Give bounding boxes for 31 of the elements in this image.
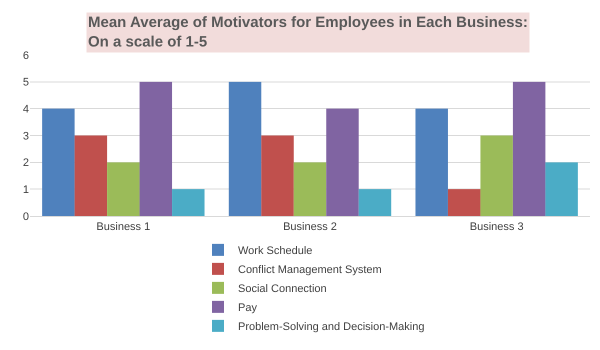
y-tick-label: 1 — [22, 184, 29, 196]
bar — [326, 108, 359, 216]
legend-label: Pay — [238, 302, 258, 314]
bar — [415, 108, 448, 216]
y-tick-label: 0 — [22, 210, 29, 223]
bar — [228, 82, 262, 216]
legend-label: Social Connection — [238, 283, 327, 296]
legend-label: Problem-Solving and Decision-Making — [238, 321, 424, 334]
bar — [107, 162, 140, 216]
bar — [294, 162, 326, 216]
x-tick-label: Business 3 — [470, 221, 524, 234]
chart-title: Mean Average of Motivators for Employees in Each Business: On a scale of 1-5 — [88, 14, 528, 50]
y-tick-label: 3 — [22, 130, 29, 142]
bar — [448, 189, 480, 216]
bar — [42, 108, 75, 216]
bar — [512, 82, 546, 216]
y-tick-label: 4 — [22, 104, 29, 116]
y-tick-label: 5 — [22, 76, 29, 89]
bar — [172, 189, 205, 216]
bar — [74, 136, 108, 216]
bar — [140, 82, 172, 216]
bar — [358, 189, 392, 216]
y-tick-label: 2 — [22, 157, 29, 170]
x-tick-label: Business 2 — [283, 221, 337, 234]
legend-label: Conflict Management System — [238, 264, 382, 276]
legend-label: Work Schedule — [238, 245, 312, 258]
bar — [480, 136, 513, 216]
y-tick-label: 6 — [22, 50, 29, 62]
bar — [261, 136, 294, 216]
x-tick-label: Business 1 — [96, 221, 150, 234]
bar — [545, 162, 578, 216]
